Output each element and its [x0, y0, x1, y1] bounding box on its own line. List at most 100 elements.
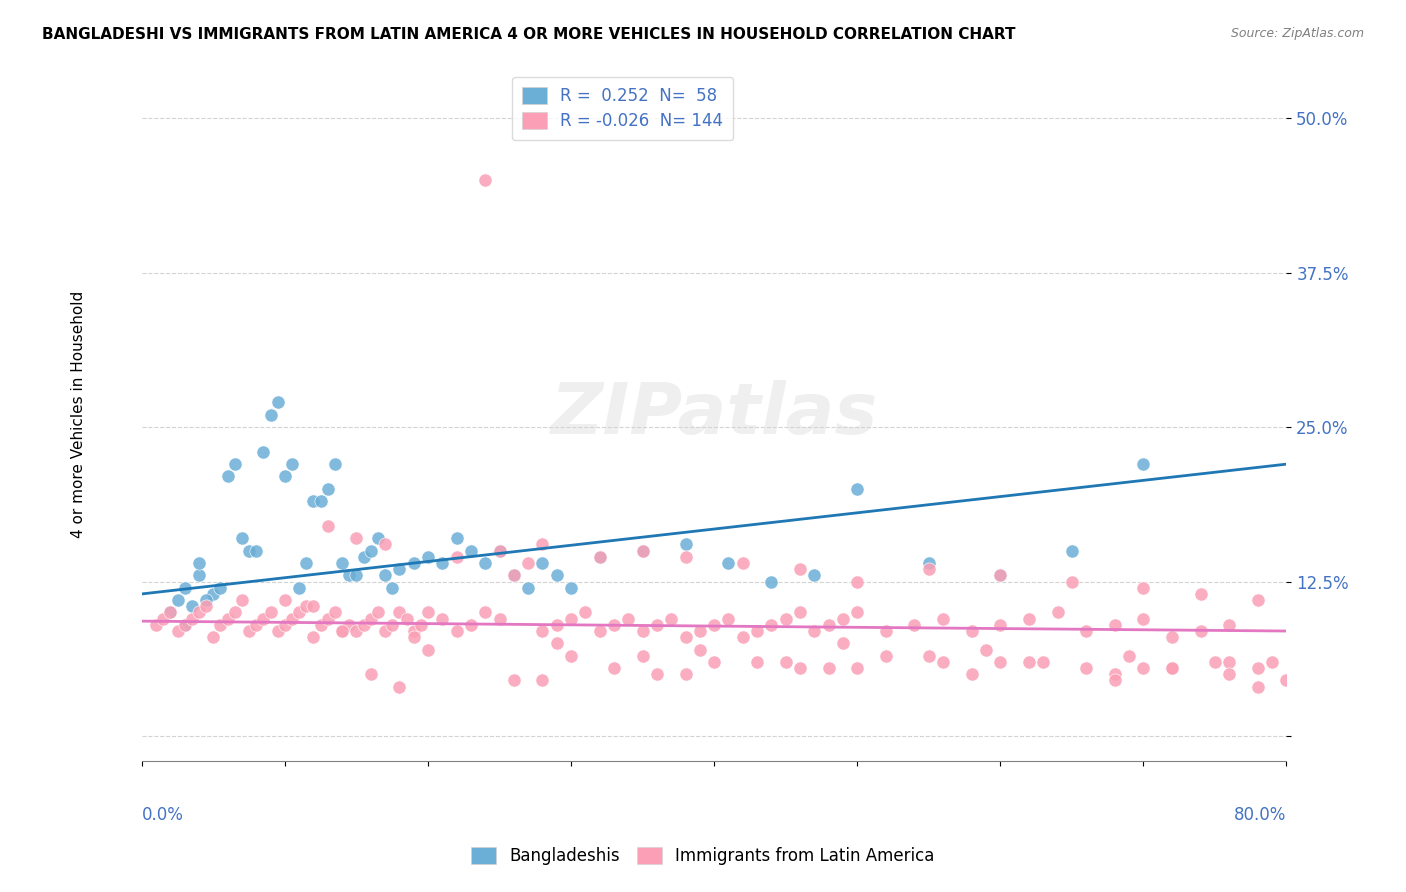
Point [346, 568, 368, 582]
Point [775, 655, 797, 669]
Point [224, 457, 246, 471]
Point [180, 599, 202, 614]
Point [309, 617, 332, 632]
Point [960, 624, 983, 638]
Point [803, 568, 825, 582]
Point [281, 457, 304, 471]
Point [574, 606, 596, 620]
Point [252, 612, 274, 626]
Point [238, 543, 260, 558]
Point [353, 549, 375, 564]
Point [259, 408, 281, 422]
Point [645, 617, 668, 632]
Point [745, 655, 768, 669]
Point [309, 494, 332, 508]
Point [446, 531, 468, 545]
Point [531, 624, 554, 638]
Point [159, 606, 181, 620]
Point [360, 543, 382, 558]
Point [409, 617, 432, 632]
Point [1018, 655, 1040, 669]
Point [302, 494, 325, 508]
Text: ZIPatlas: ZIPatlas [550, 380, 877, 450]
Point [360, 612, 382, 626]
Point [173, 617, 195, 632]
Point [932, 655, 955, 669]
Point [209, 581, 232, 595]
Point [388, 680, 411, 694]
Point [432, 556, 454, 570]
Point [988, 617, 1011, 632]
Point [846, 661, 869, 675]
Point [675, 667, 697, 681]
Point [761, 574, 783, 589]
Point [1018, 612, 1040, 626]
Point [974, 642, 997, 657]
Point [381, 617, 404, 632]
Point [1161, 630, 1184, 644]
Point [546, 617, 568, 632]
Point [631, 624, 654, 638]
Point [346, 531, 368, 545]
Point [988, 568, 1011, 582]
Point [560, 648, 582, 663]
Point [631, 648, 654, 663]
Point [1161, 661, 1184, 675]
Point [717, 612, 740, 626]
Point [188, 568, 211, 582]
Point [918, 562, 941, 576]
Point [1076, 661, 1098, 675]
Point [675, 630, 697, 644]
Point [488, 543, 510, 558]
Point [1247, 680, 1270, 694]
Point [517, 581, 540, 595]
Point [1060, 574, 1083, 589]
Point [446, 549, 468, 564]
Point [238, 624, 260, 638]
Point [259, 606, 281, 620]
Point [1204, 655, 1226, 669]
Point [267, 395, 290, 409]
Point [323, 606, 346, 620]
Point [460, 617, 482, 632]
Point [589, 549, 612, 564]
Legend: Bangladeshis, Immigrants from Latin America: Bangladeshis, Immigrants from Latin Amer… [461, 837, 945, 875]
Point [717, 556, 740, 570]
Point [330, 556, 353, 570]
Point [832, 612, 855, 626]
Point [1218, 655, 1240, 669]
Point [367, 531, 389, 545]
Point [675, 537, 697, 551]
Point [432, 612, 454, 626]
Point [323, 457, 346, 471]
Point [388, 606, 411, 620]
Point [745, 624, 768, 638]
Text: 0.0%: 0.0% [142, 805, 184, 824]
Point [832, 636, 855, 650]
Point [381, 581, 404, 595]
Point [316, 612, 339, 626]
Point [402, 556, 425, 570]
Point [1104, 673, 1126, 688]
Point [789, 661, 811, 675]
Point [231, 531, 253, 545]
Point [245, 543, 267, 558]
Point [267, 624, 290, 638]
Point [374, 537, 396, 551]
Point [1247, 661, 1270, 675]
Point [416, 549, 439, 564]
Point [645, 667, 668, 681]
Point [274, 469, 297, 483]
Text: Source: ZipAtlas.com: Source: ZipAtlas.com [1230, 27, 1364, 40]
Point [603, 661, 626, 675]
Point [502, 568, 524, 582]
Point [531, 537, 554, 551]
Point [252, 444, 274, 458]
Point [337, 568, 360, 582]
Point [1247, 593, 1270, 607]
Point [374, 624, 396, 638]
Point [918, 556, 941, 570]
Point [1060, 543, 1083, 558]
Point [1104, 617, 1126, 632]
Point [202, 630, 225, 644]
